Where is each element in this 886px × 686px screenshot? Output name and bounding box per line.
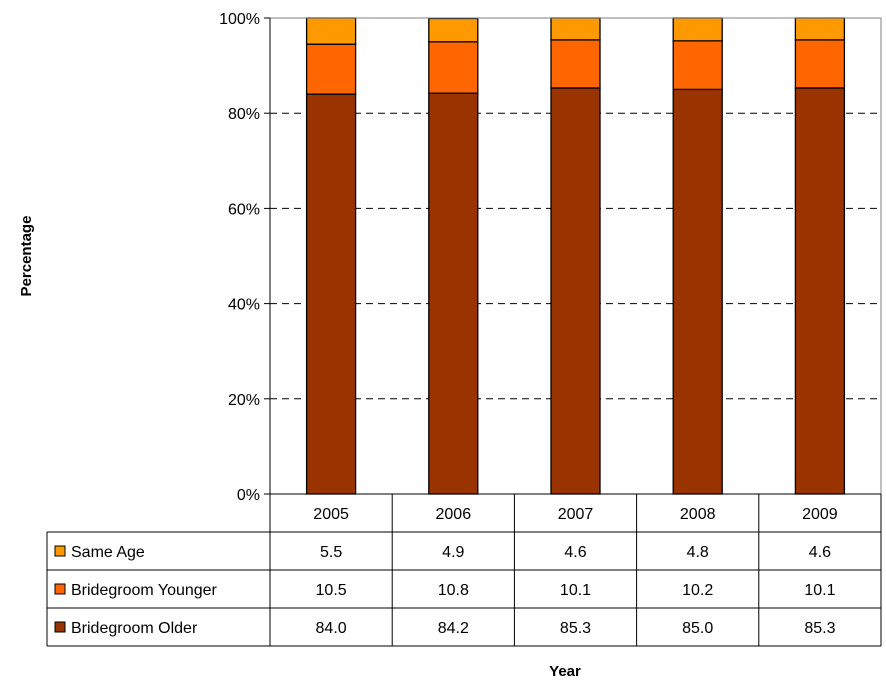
bar-segment	[550, 39, 601, 89]
bar-segment	[428, 41, 479, 94]
x-tick-label: 2005	[313, 506, 349, 523]
table-cell-value: 10.2	[682, 582, 713, 599]
bar-segment	[305, 43, 357, 95]
legend-key	[54, 621, 66, 633]
y-tick-label: 60%	[228, 201, 260, 218]
bar-segment	[672, 17, 723, 42]
x-tick-label: 2009	[802, 506, 838, 523]
table-cell-value: 84.2	[438, 620, 469, 637]
bar-segment	[794, 87, 846, 495]
y-axis-title: Percentage	[18, 216, 35, 297]
legend-key	[54, 583, 66, 595]
x-tick-label: 2006	[436, 506, 472, 523]
x-axis-title: Year	[549, 663, 581, 680]
legend-label: Bridegroom Older	[71, 620, 198, 637]
table-cell-value: 4.9	[442, 544, 464, 561]
bar-segment	[550, 87, 601, 495]
y-tick-label: 100%	[219, 11, 260, 28]
table-cell-value: 85.0	[682, 620, 713, 637]
bar-segment	[305, 17, 357, 45]
table-cell-value: 4.6	[564, 544, 586, 561]
bar-segment	[672, 40, 723, 91]
legend-label: Same Age	[71, 544, 145, 561]
data-table: 2005 2006 2007 2008 2009 Same Age 5.5 4.9 4.6 4.8…	[46, 493, 882, 647]
bar-segment	[672, 88, 723, 495]
table-cell-value: 85.3	[804, 620, 835, 637]
axes: 0% 20% 40% 60% 80% 100%	[219, 11, 882, 504]
bar-segment	[794, 17, 846, 41]
x-tick-label: 2007	[558, 506, 594, 523]
bar-segment	[794, 39, 846, 89]
table-cell-value: 10.1	[560, 582, 591, 599]
bar-segment	[428, 17, 479, 43]
table-cell-value: 4.8	[687, 544, 709, 561]
bar-segment	[550, 17, 601, 41]
table-cell-value: 4.6	[809, 544, 831, 561]
table-cell-value: 10.8	[438, 582, 469, 599]
bars	[305, 17, 846, 495]
bar-segment	[305, 93, 357, 495]
bar-segment	[428, 92, 479, 495]
table-cell-value: 10.5	[316, 582, 347, 599]
table-cell-value: 5.5	[320, 544, 342, 561]
y-tick-label: 40%	[228, 297, 260, 314]
x-tick-label: 2008	[680, 506, 716, 523]
table-cell-value: 84.0	[316, 620, 347, 637]
y-tick-label: 0%	[237, 487, 260, 504]
legend-key	[54, 545, 66, 557]
table-cell-value: 85.3	[560, 620, 591, 637]
y-tick-label: 20%	[228, 392, 260, 409]
y-tick-label: 80%	[228, 106, 260, 123]
legend-label: Bridegroom Younger	[71, 582, 218, 599]
table-cell-value: 10.1	[804, 582, 835, 599]
